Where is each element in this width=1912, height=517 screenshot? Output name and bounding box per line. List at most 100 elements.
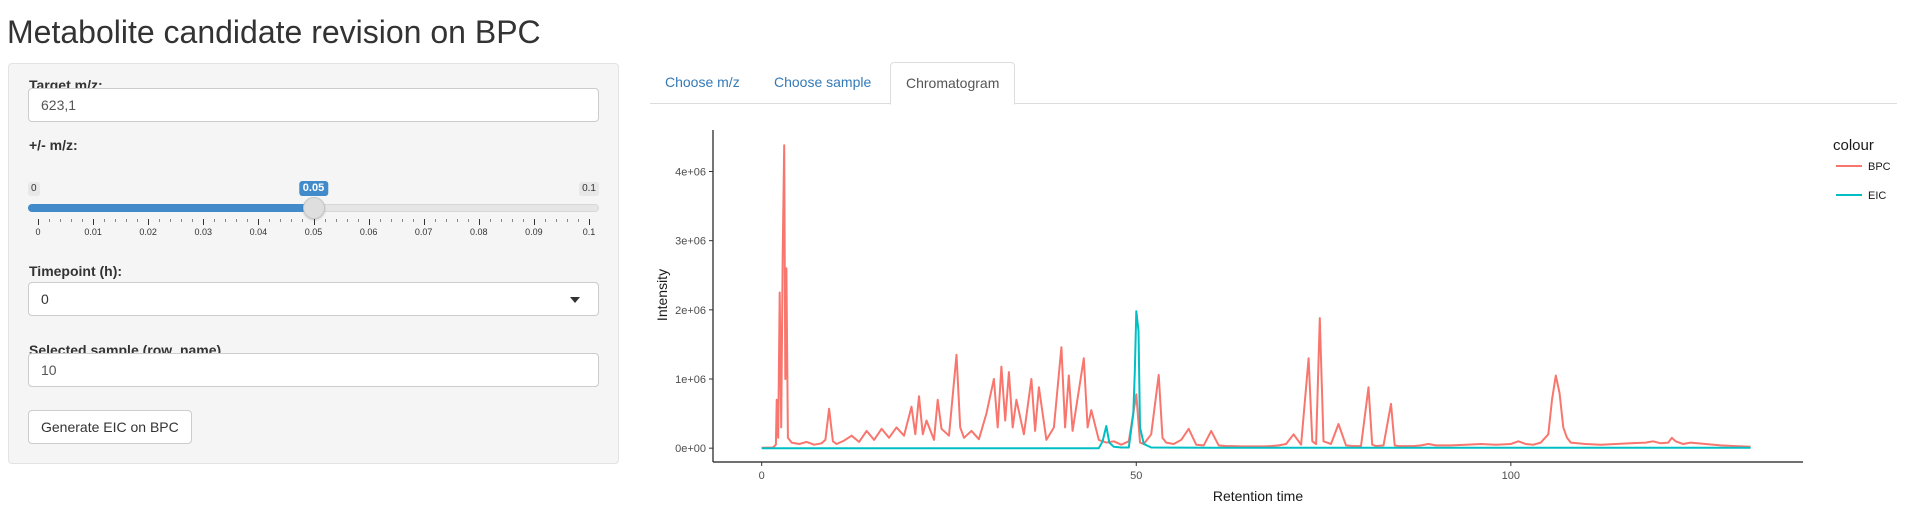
slider-minor-tick bbox=[489, 219, 491, 222]
slider-minor-tick bbox=[467, 219, 469, 222]
series-line-bpc bbox=[761, 144, 1751, 449]
slider-tick bbox=[368, 219, 370, 225]
y-axis: 0e+00 1e+06 2e+06 3e+06 4e+06 bbox=[675, 130, 714, 462]
slider-minor-tick bbox=[269, 219, 271, 222]
slider-minor-tick bbox=[302, 219, 304, 222]
slider-minor-tick bbox=[577, 219, 579, 222]
tab-chromatogram[interactable]: Chromatogram bbox=[890, 62, 1016, 105]
slider-minor-tick bbox=[401, 219, 403, 222]
timepoint-label: Timepoint (h): bbox=[29, 263, 123, 279]
slider-minor-tick bbox=[346, 219, 348, 222]
x-axis-title: Retention time bbox=[1213, 488, 1303, 504]
slider-tick bbox=[148, 219, 150, 225]
slider-minor-tick bbox=[500, 219, 502, 222]
slider-minor-tick bbox=[412, 219, 414, 222]
slider-minor-tick bbox=[379, 219, 381, 222]
chromatogram-chart: 0e+00 1e+06 2e+06 3e+06 4e+06 0 50 100 Retenti… bbox=[654, 130, 1891, 504]
caret-down-icon bbox=[570, 297, 580, 303]
slider-minor-tick bbox=[126, 219, 128, 222]
slider-tick bbox=[203, 219, 205, 225]
legend-label-bpc: BPC bbox=[1868, 161, 1891, 173]
legend-label-eic: EIC bbox=[1868, 190, 1886, 202]
slider-tick-label: 0.04 bbox=[249, 227, 268, 237]
slider-minor-tick bbox=[170, 219, 172, 222]
slider-minor-tick bbox=[247, 219, 249, 222]
x-tick-label: 0 bbox=[759, 470, 765, 482]
slider-minor-tick bbox=[511, 219, 513, 222]
slider-tick-label: 0.03 bbox=[194, 227, 213, 237]
slider-tick bbox=[258, 219, 260, 225]
slider-tick-label: 0.06 bbox=[359, 227, 378, 237]
slider-minor-tick bbox=[82, 219, 84, 222]
slider-handle[interactable] bbox=[302, 197, 325, 219]
slider-value-label: 0.05 bbox=[298, 181, 329, 196]
slider-tick-label: 0.1 bbox=[582, 227, 596, 237]
page-title: Metabolite candidate revision on BPC bbox=[7, 14, 541, 50]
slider-tick-label: 0.09 bbox=[525, 227, 543, 237]
slider-minor-tick bbox=[357, 219, 359, 222]
y-tick-label: 3e+06 bbox=[675, 236, 706, 248]
y-tick-label: 0e+00 bbox=[675, 443, 706, 455]
slider-tick bbox=[478, 219, 480, 225]
slider-tick-label: 0 bbox=[35, 227, 41, 237]
slider-minor-tick bbox=[522, 219, 524, 222]
slider-tick bbox=[589, 219, 590, 225]
tab-choose-sample[interactable]: Choose sample bbox=[774, 74, 872, 90]
slider-minor-tick bbox=[115, 219, 117, 222]
mz-tolerance-slider[interactable]: 0 0.1 0.05 0 0.01 0.02 0.03 0.04 0.05 0.06 0.07… bbox=[28, 181, 599, 242]
slider-minor-tick bbox=[159, 219, 161, 222]
slider-minor-tick bbox=[335, 219, 337, 222]
slider-minor-tick bbox=[236, 219, 238, 222]
slider-minor-tick bbox=[137, 219, 139, 222]
timepoint-select[interactable]: 0 bbox=[28, 282, 599, 316]
x-tick-label: 50 bbox=[1130, 470, 1142, 482]
slider-minor-tick bbox=[60, 219, 62, 222]
slider-max-label: 0.1 bbox=[579, 182, 599, 196]
y-tick-label: 1e+06 bbox=[675, 374, 706, 386]
selected-sample-input[interactable] bbox=[28, 353, 599, 387]
series-line-eic bbox=[761, 310, 1751, 450]
generate-eic-button[interactable]: Generate EIC on BPC bbox=[28, 410, 192, 444]
target-mz-input[interactable] bbox=[28, 88, 599, 122]
slider-minor-tick bbox=[71, 219, 73, 222]
slider-tick-label: 0.08 bbox=[470, 227, 488, 237]
slider-tick-label: 0.02 bbox=[139, 227, 157, 237]
slider-tick-label: 0.01 bbox=[84, 227, 102, 237]
slider-minor-tick bbox=[456, 219, 458, 222]
slider-fill-bar bbox=[28, 204, 314, 212]
slider-minor-tick bbox=[324, 219, 326, 222]
y-axis-title: Intensity bbox=[654, 269, 670, 321]
legend: BPC EIC bbox=[1836, 161, 1891, 202]
slider-minor-tick bbox=[445, 219, 447, 222]
slider-tick bbox=[93, 219, 95, 225]
slider-minor-tick bbox=[49, 219, 51, 222]
legend-title: colour bbox=[1833, 137, 1874, 154]
slider-minor-tick bbox=[544, 219, 546, 222]
tab-bar: Choose m/z Choose sample Chromatogram bbox=[650, 62, 1897, 105]
slider-tick bbox=[533, 219, 535, 225]
slider-tick-label: 0.07 bbox=[414, 227, 433, 237]
slider-tick-label: 0.05 bbox=[304, 227, 323, 237]
slider-min-label: 0 bbox=[28, 182, 40, 196]
slider-minor-tick bbox=[390, 219, 392, 222]
slider-minor-tick bbox=[555, 219, 557, 222]
series-lines bbox=[761, 144, 1751, 450]
slider-minor-tick bbox=[434, 219, 436, 222]
x-tick-label: 100 bbox=[1502, 470, 1520, 482]
slider-minor-tick bbox=[214, 219, 216, 222]
timepoint-selected-value: 0 bbox=[41, 291, 49, 307]
slider-minor-tick bbox=[181, 219, 183, 222]
y-tick-label: 2e+06 bbox=[675, 305, 706, 317]
slider-minor-tick bbox=[566, 219, 568, 222]
slider-minor-tick bbox=[192, 219, 194, 222]
slider-minor-tick bbox=[280, 219, 282, 222]
slider-tick bbox=[38, 219, 39, 225]
sidebar-panel: Target m/z: +/- m/z: 0 0.1 0.05 00.010.0… bbox=[8, 63, 619, 464]
x-axis: 0 50 100 bbox=[713, 461, 1803, 482]
slider-minor-tick bbox=[291, 219, 293, 222]
slider-minor-tick bbox=[104, 219, 106, 222]
tab-choose-mz[interactable]: Choose m/z bbox=[665, 74, 740, 90]
slider-minor-tick bbox=[225, 219, 227, 222]
mz-tolerance-label: +/- m/z: bbox=[29, 137, 78, 153]
y-tick-label: 4e+06 bbox=[675, 167, 706, 179]
